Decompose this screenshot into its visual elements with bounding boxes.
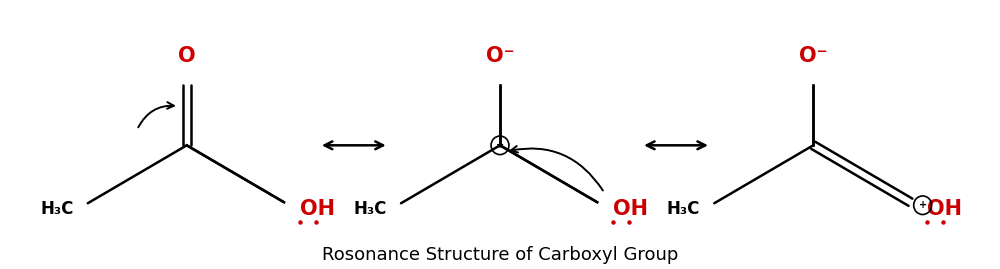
Text: O: O (178, 46, 196, 66)
Text: H₃C: H₃C (667, 200, 700, 218)
Text: OH: OH (613, 199, 648, 219)
Text: +: + (919, 200, 927, 210)
Text: OH: OH (927, 199, 962, 219)
Text: H₃C: H₃C (353, 200, 387, 218)
Text: O⁻: O⁻ (799, 46, 828, 66)
Text: Rosonance Structure of Carboxyl Group: Rosonance Structure of Carboxyl Group (322, 246, 678, 264)
Text: OH: OH (300, 199, 335, 219)
Text: O⁻: O⁻ (486, 46, 514, 66)
Text: H₃C: H₃C (40, 200, 73, 218)
Text: +: + (496, 140, 504, 150)
